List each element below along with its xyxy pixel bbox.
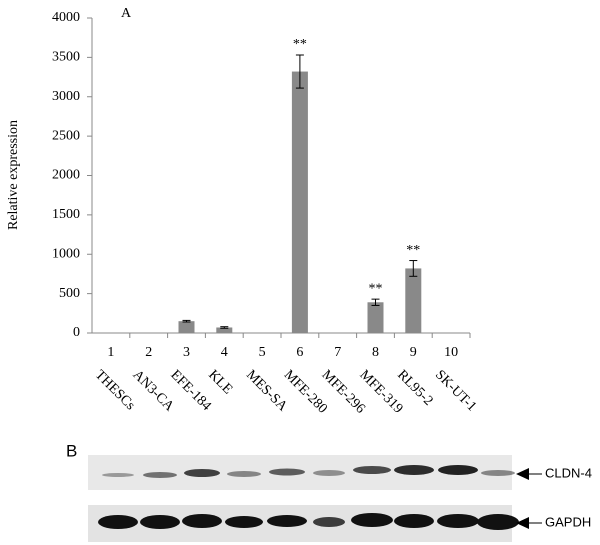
y-axis-title: Relative expression bbox=[6, 120, 21, 230]
band bbox=[143, 472, 177, 478]
panel-label: B bbox=[66, 441, 77, 460]
cldn4-bands bbox=[102, 465, 515, 478]
bar bbox=[291, 71, 308, 334]
band bbox=[477, 514, 519, 530]
bar bbox=[216, 327, 233, 333]
band bbox=[102, 473, 134, 477]
y-tick-label: 1000 bbox=[52, 246, 80, 261]
arrow-head bbox=[516, 517, 529, 529]
band bbox=[225, 516, 263, 528]
x-tick-label: 1 bbox=[107, 345, 114, 360]
band bbox=[269, 468, 305, 476]
category-name: EFE-184 bbox=[167, 367, 213, 413]
x-tick-label: 9 bbox=[410, 345, 417, 360]
band bbox=[394, 514, 434, 528]
blot: B CLDN-4 bbox=[66, 441, 592, 542]
bar bbox=[367, 302, 384, 333]
x-tick-label: 7 bbox=[334, 345, 341, 360]
x-tick-label: 10 bbox=[444, 345, 458, 360]
x-tick-label: 8 bbox=[372, 345, 379, 360]
band bbox=[98, 515, 138, 529]
band bbox=[182, 514, 222, 528]
band bbox=[351, 513, 393, 527]
bar bbox=[405, 268, 422, 333]
category-name: KLE bbox=[205, 367, 235, 397]
band bbox=[353, 466, 391, 474]
bar bbox=[178, 321, 195, 333]
band bbox=[184, 469, 220, 477]
y-tick-label: 0 bbox=[73, 325, 80, 340]
band bbox=[394, 465, 434, 475]
x-tick-label: 6 bbox=[296, 345, 303, 360]
x-tick-label: 3 bbox=[183, 345, 190, 360]
significance-mark: ** bbox=[369, 281, 383, 296]
blot-row-label: GAPDH bbox=[545, 514, 591, 529]
blot-row-label: CLDN-4 bbox=[545, 465, 592, 480]
band bbox=[313, 517, 345, 527]
category-name: THESCs bbox=[92, 367, 138, 413]
y-tick-label: 3500 bbox=[52, 50, 80, 65]
band bbox=[140, 515, 180, 529]
band bbox=[437, 514, 479, 528]
x-tick-label: 2 bbox=[145, 345, 152, 360]
y-tick-label: 2500 bbox=[52, 128, 80, 143]
gapdh-bands bbox=[98, 513, 519, 530]
band bbox=[267, 515, 307, 527]
significance-mark: ** bbox=[406, 243, 420, 258]
band bbox=[227, 471, 261, 477]
band bbox=[481, 470, 515, 476]
x-tick-label: 4 bbox=[221, 345, 228, 360]
band bbox=[313, 470, 345, 476]
y-tick-label: 500 bbox=[59, 286, 80, 301]
band bbox=[438, 465, 478, 475]
panel-label: A bbox=[121, 6, 132, 21]
x-tick-label: 5 bbox=[259, 345, 266, 360]
y-tick-label: 4000 bbox=[52, 10, 80, 25]
arrow-head bbox=[516, 468, 529, 480]
y-tick-label: 1500 bbox=[52, 207, 80, 222]
significance-mark: ** bbox=[293, 37, 307, 52]
y-tick-label: 2000 bbox=[52, 168, 80, 183]
y-tick-label: 3000 bbox=[52, 89, 80, 104]
category-name: SK-UT-1 bbox=[432, 367, 479, 414]
